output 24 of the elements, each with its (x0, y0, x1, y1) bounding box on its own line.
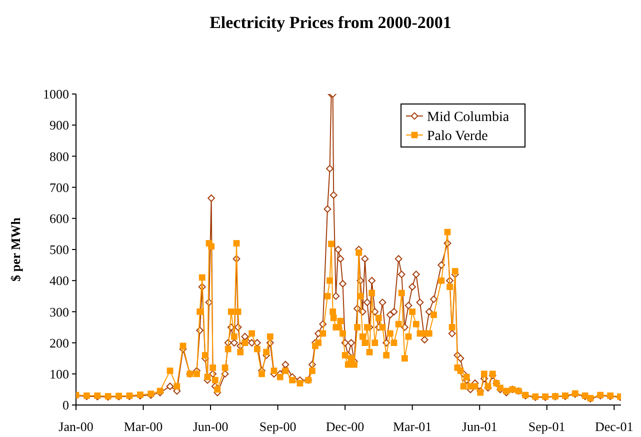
y-tick-label: 300 (50, 304, 69, 320)
x-tick-label: Jun-01 (462, 419, 498, 434)
x-tick-label: Dec-01 (594, 419, 634, 434)
y-axis-title: $ per MWh (8, 216, 23, 282)
x-tick-label: Sep-00 (259, 419, 296, 434)
y-tick-label: 800 (50, 148, 69, 164)
y-tick-label: 1000 (43, 86, 69, 102)
y-tick-label: 700 (50, 180, 69, 195)
y-tick-label: 100 (50, 366, 69, 382)
chart-title: Electricity Prices from 2000-2001 (210, 13, 452, 32)
y-tick-label: 600 (50, 210, 69, 226)
x-tick-label: Jan-00 (58, 419, 94, 434)
y-tick-label: 0 (62, 398, 69, 413)
legend-label: Palo Verde (427, 128, 488, 144)
y-tick-label: 500 (50, 242, 69, 258)
legend-label: Mid Columbia (427, 110, 510, 125)
x-tick-label: Jun-00 (192, 419, 228, 434)
y-tick-label: 200 (50, 335, 69, 350)
y-tick-label: 900 (50, 118, 69, 133)
x-tick-label: Mar-00 (124, 419, 163, 434)
x-tick-label: Dec-00 (326, 419, 364, 434)
x-tick-label: Sep-01 (528, 419, 566, 434)
y-tick-label: 400 (50, 273, 69, 288)
x-tick-label: Mar-01 (392, 419, 432, 434)
